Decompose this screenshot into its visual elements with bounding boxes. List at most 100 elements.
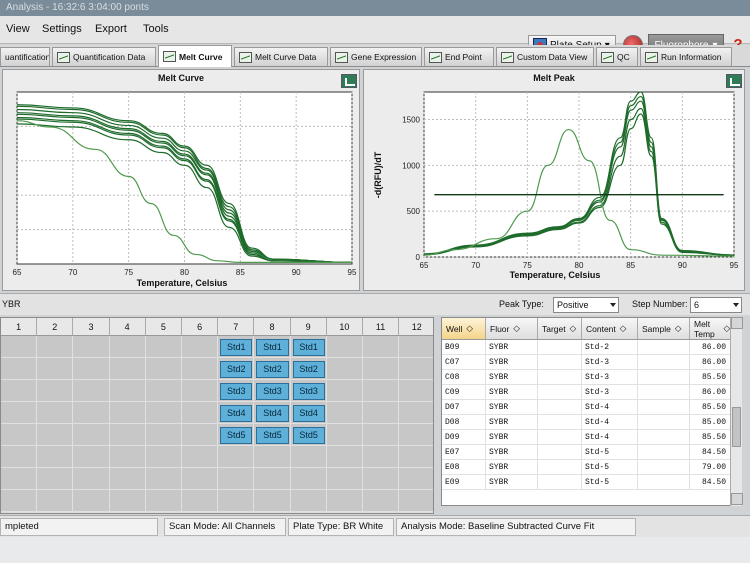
table-scrollbar[interactable] xyxy=(730,317,743,506)
plate-well-standard[interactable]: Std2 xyxy=(256,361,289,378)
plate-well-standard[interactable]: Std4 xyxy=(292,405,325,422)
table-cell[interactable]: Std-5 xyxy=(582,475,638,490)
plate-well[interactable] xyxy=(399,490,433,512)
plate-column-header[interactable]: 5 xyxy=(145,318,182,336)
plate-well[interactable] xyxy=(363,380,400,402)
table-cell[interactable]: C08 xyxy=(442,370,486,385)
table-cell[interactable] xyxy=(538,415,582,430)
plate-well-standard[interactable]: Std2 xyxy=(220,361,253,378)
plate-column-header[interactable]: 8 xyxy=(254,318,291,336)
scroll-down-icon[interactable] xyxy=(731,493,743,505)
tab-melt-curve-data[interactable]: Melt Curve Data xyxy=(234,47,328,66)
table-cell[interactable]: 85.00 xyxy=(690,415,731,430)
plate-well[interactable] xyxy=(1,424,38,446)
plate-well[interactable] xyxy=(73,490,110,512)
table-cell[interactable]: E08 xyxy=(442,460,486,475)
plate-well[interactable] xyxy=(363,402,400,424)
table-cell[interactable] xyxy=(538,370,582,385)
plate-well[interactable] xyxy=(145,490,182,512)
plate-well[interactable] xyxy=(1,402,38,424)
plate-well[interactable] xyxy=(290,490,327,512)
plate-well-standard[interactable]: Std2 xyxy=(292,361,325,378)
plate-well[interactable] xyxy=(37,358,74,380)
table-cell[interactable]: Std-4 xyxy=(582,415,638,430)
plate-well[interactable] xyxy=(37,336,74,358)
plate-well[interactable] xyxy=(182,446,219,468)
plate-well[interactable] xyxy=(182,424,219,446)
table-cell[interactable]: Std-3 xyxy=(582,385,638,400)
plate-well[interactable] xyxy=(218,468,255,490)
table-cell[interactable] xyxy=(538,340,582,355)
table-cell[interactable] xyxy=(538,400,582,415)
table-cell[interactable]: Std-3 xyxy=(582,370,638,385)
table-cell[interactable]: 86.00 xyxy=(690,385,731,400)
tab-melt-curve[interactable]: Melt Curve xyxy=(158,45,232,67)
table-cell[interactable]: C09 xyxy=(442,385,486,400)
tab-quantification-data[interactable]: Quantification Data xyxy=(52,47,156,66)
table-cell[interactable]: SYBR xyxy=(486,355,538,370)
menu-export[interactable]: Export xyxy=(95,23,127,35)
table-cell[interactable]: SYBR xyxy=(486,340,538,355)
plate-well[interactable] xyxy=(399,424,433,446)
plate-well-standard[interactable]: Std4 xyxy=(256,405,289,422)
tab-qc[interactable]: QC xyxy=(596,47,638,66)
plate-well[interactable] xyxy=(363,424,400,446)
table-cell[interactable] xyxy=(638,385,690,400)
table-cell[interactable]: 85.50 xyxy=(690,370,731,385)
plate-well[interactable] xyxy=(109,358,146,380)
menu-view[interactable]: View xyxy=(6,23,30,35)
table-cell[interactable]: SYBR xyxy=(486,475,538,490)
plate-well-standard[interactable]: Std5 xyxy=(256,427,289,444)
plate-well[interactable] xyxy=(73,336,110,358)
plate-well[interactable] xyxy=(363,490,400,512)
plate-well[interactable] xyxy=(145,446,182,468)
plate-well[interactable] xyxy=(73,402,110,424)
plate-column-header[interactable]: 2 xyxy=(37,318,74,336)
plate-well-standard[interactable]: Std1 xyxy=(220,339,253,356)
column-header[interactable]: Melt Temp ◇ xyxy=(690,318,731,340)
plate-well[interactable] xyxy=(145,424,182,446)
table-cell[interactable] xyxy=(538,460,582,475)
plate-well[interactable] xyxy=(326,468,363,490)
export-chart-icon[interactable] xyxy=(341,74,357,88)
plate-column-header[interactable]: 1 xyxy=(1,318,38,336)
plate-well[interactable] xyxy=(399,468,433,490)
table-cell[interactable] xyxy=(638,430,690,445)
table-cell[interactable] xyxy=(638,445,690,460)
plate-well[interactable] xyxy=(326,490,363,512)
plate-well[interactable] xyxy=(326,446,363,468)
tab-custom-data-view[interactable]: Custom Data View xyxy=(496,47,594,66)
plate-well-standard[interactable]: Std5 xyxy=(220,427,253,444)
table-cell[interactable]: SYBR xyxy=(486,460,538,475)
plate-well-standard[interactable]: Std4 xyxy=(220,405,253,422)
plate-column-header[interactable]: 11 xyxy=(363,318,400,336)
table-cell[interactable] xyxy=(638,340,690,355)
table-cell[interactable] xyxy=(638,475,690,490)
table-cell[interactable]: 79.00 xyxy=(690,460,731,475)
plate-well[interactable] xyxy=(73,468,110,490)
table-cell[interactable]: 86.00 xyxy=(690,340,731,355)
table-cell[interactable]: SYBR xyxy=(486,415,538,430)
table-cell[interactable]: C07 xyxy=(442,355,486,370)
plate-well[interactable] xyxy=(73,446,110,468)
plate-well[interactable] xyxy=(145,402,182,424)
plate-well-standard[interactable]: Std5 xyxy=(292,427,325,444)
column-header[interactable]: Sample ◇ xyxy=(638,318,690,340)
plate-well[interactable] xyxy=(73,380,110,402)
plate-well-standard[interactable]: Std3 xyxy=(292,383,325,400)
tab-quantification[interactable]: uantification xyxy=(0,47,50,66)
plate-well[interactable] xyxy=(326,424,363,446)
plate-well[interactable] xyxy=(1,490,38,512)
plate-column-header[interactable]: 10 xyxy=(326,318,363,336)
plate-well[interactable] xyxy=(37,446,74,468)
table-cell[interactable]: 86.00 xyxy=(690,355,731,370)
table-cell[interactable]: 85.50 xyxy=(690,430,731,445)
plate-column-header[interactable]: 3 xyxy=(73,318,110,336)
plate-well[interactable] xyxy=(109,424,146,446)
table-cell[interactable] xyxy=(638,370,690,385)
plate-well[interactable] xyxy=(182,358,219,380)
plate-well[interactable] xyxy=(109,468,146,490)
step-number-select[interactable]: 6 xyxy=(690,297,742,313)
plate-well[interactable] xyxy=(1,358,38,380)
plate-well[interactable] xyxy=(363,446,400,468)
